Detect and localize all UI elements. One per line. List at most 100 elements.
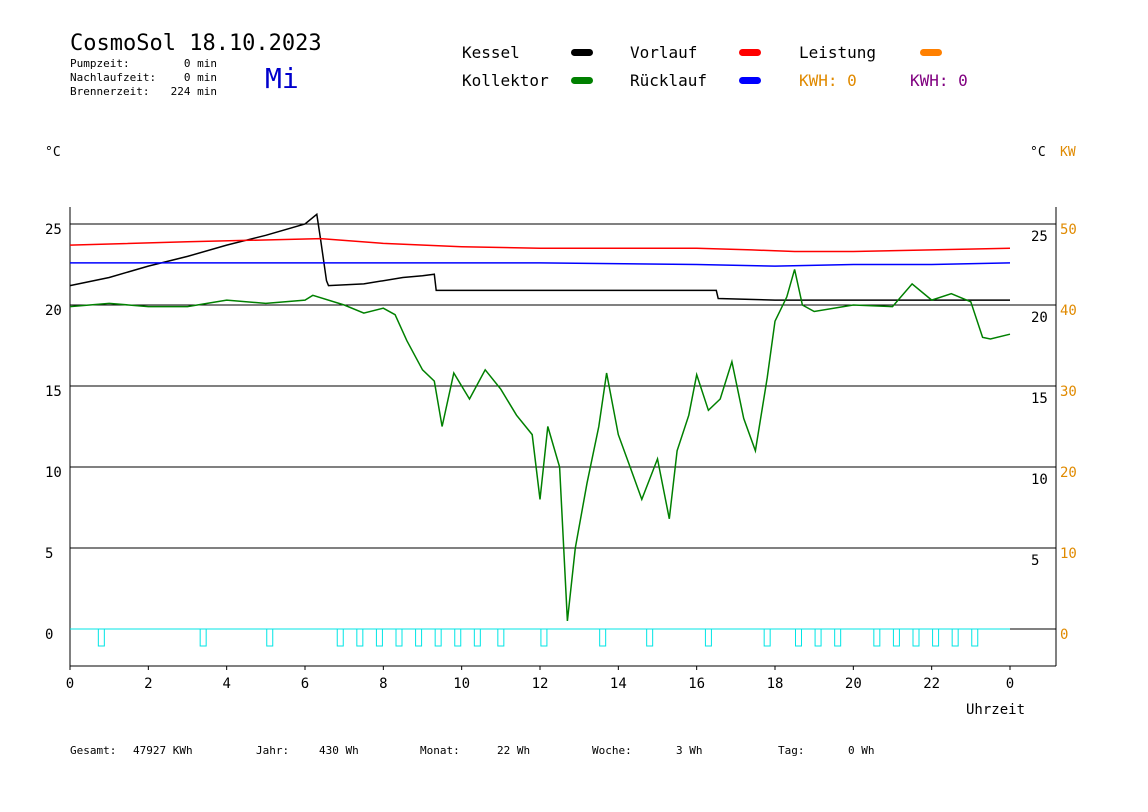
- stat-value: 0 min: [184, 71, 217, 84]
- y-tick-kw: 40: [1060, 303, 1077, 319]
- pump-pulse: [814, 628, 822, 647]
- y-tick-labels: 0 5 10 15 20 25 5 10 15 20 25 0 10 20 30 40 50: [45, 222, 1077, 643]
- pump-pulse: [971, 628, 979, 647]
- right-axis-unit-kw: KW: [1060, 145, 1076, 160]
- pump-pulse: [415, 628, 423, 647]
- footer-label-tag: Tag:: [778, 744, 805, 757]
- legend-label-ruecklauf: Rücklauf: [630, 71, 707, 90]
- stat-value: 224 min: [171, 85, 217, 98]
- x-tick-label: 8: [379, 676, 387, 692]
- chart-title: CosmoSol 18.10.2023: [70, 31, 322, 56]
- y-tick-right: 20: [1031, 310, 1048, 326]
- pump-pulse: [932, 628, 940, 647]
- stat-label: Brennerzeit:: [70, 85, 149, 98]
- footer-value-gesamt: 47927 KWh: [133, 744, 193, 757]
- kwh-leistung: KWH: 0: [799, 71, 857, 90]
- footer-value-monat: 22 Wh: [497, 744, 530, 757]
- y-tick-right: 15: [1031, 391, 1048, 407]
- series-kollektor: [69, 269, 1011, 621]
- pump-pulse: [795, 628, 802, 647]
- pump-pulse: [834, 628, 842, 647]
- y-tick-left: 0: [45, 627, 53, 643]
- pump-pulse: [951, 628, 959, 647]
- y-tick-right: 25: [1031, 229, 1048, 245]
- x-tick-label: 2: [144, 676, 152, 692]
- legend-swatch-kessel: [571, 49, 593, 56]
- legend-swatch-kollektor: [571, 77, 593, 84]
- y-tick-kw: 10: [1060, 546, 1077, 562]
- pump-pulse: [599, 628, 607, 647]
- y-tick-right: 10: [1031, 472, 1048, 488]
- legend-swatch-leistung: [920, 49, 942, 56]
- y-tick-left: 10: [45, 465, 62, 481]
- y-tick-left: 25: [45, 222, 62, 238]
- footer-label-woche: Woche:: [592, 744, 632, 757]
- footer-value-tag: 0 Wh: [848, 744, 875, 757]
- stat-value: 0 min: [184, 57, 217, 70]
- y-tick-kw: 30: [1060, 384, 1077, 400]
- footer-label-jahr: Jahr:: [256, 744, 289, 757]
- pump-pulse: [892, 628, 900, 647]
- pump-pulse: [454, 628, 462, 647]
- x-axis-title: Uhrzeit: [966, 702, 1025, 718]
- pump-pulse: [375, 628, 383, 647]
- pump-pulse: [336, 628, 344, 647]
- gridlines: [70, 223, 1056, 630]
- legend-swatch-ruecklauf: [739, 77, 761, 84]
- pump-pulse: [97, 628, 105, 647]
- kwh-second: KWH: 0: [910, 71, 968, 90]
- legend-label-kessel: Kessel: [462, 43, 520, 62]
- y-tick-kw: 50: [1060, 222, 1077, 238]
- y-tick-left: 15: [45, 384, 62, 400]
- y-tick-left: 20: [45, 303, 62, 319]
- pump-pulse: [540, 628, 548, 647]
- pump-pulse: [873, 628, 881, 647]
- pump-pulse: [912, 628, 920, 647]
- legend-label-kollektor: Kollektor: [462, 71, 549, 90]
- legend-label-vorlauf: Vorlauf: [630, 43, 697, 62]
- stat-label: Nachlaufzeit:: [70, 71, 156, 84]
- pump-pulse: [763, 628, 771, 647]
- legend-label-leistung: Leistung: [799, 43, 876, 62]
- series-kessel: [69, 212, 1010, 301]
- footer-label-gesamt: Gesamt:: [70, 744, 116, 757]
- y-tick-kw: 20: [1060, 465, 1077, 481]
- weekday-label: Mi: [265, 62, 299, 95]
- pump-pulse: [356, 628, 364, 647]
- x-tick-label: 6: [301, 676, 309, 692]
- y-tick-left: 5: [45, 546, 53, 562]
- x-tick-label: 18: [767, 676, 784, 692]
- y-tick-kw: 0: [1060, 627, 1068, 643]
- x-tick-label: 0: [1006, 676, 1014, 692]
- y-tick-right: 5: [1031, 553, 1039, 569]
- series-vorlauf: [69, 237, 1011, 253]
- pump-pulse: [199, 628, 207, 647]
- pump-pulse: [395, 628, 403, 647]
- legend-swatch-vorlauf: [739, 49, 761, 56]
- pump-pulse: [473, 628, 481, 647]
- x-tick-labels: 0 2 4 6 8 10 12 14 16 18 20 22 0: [66, 666, 1014, 692]
- stat-label: Pumpzeit:: [70, 57, 130, 70]
- footer-value-woche: 3 Wh: [676, 744, 703, 757]
- pump-pulse: [704, 628, 712, 647]
- x-tick-label: 10: [453, 676, 470, 692]
- x-tick-label: 0: [66, 676, 74, 692]
- footer-value-jahr: 430 Wh: [319, 744, 359, 757]
- x-tick-label: 4: [222, 676, 230, 692]
- x-tick-label: 14: [610, 676, 627, 692]
- x-tick-label: 22: [923, 676, 940, 692]
- series-lines: [69, 212, 1011, 621]
- pump-pulse: [434, 628, 442, 647]
- footer-label-monat: Monat:: [420, 744, 460, 757]
- pump-pulse: [497, 628, 505, 647]
- left-axis-unit: °C: [45, 145, 61, 160]
- series-rcklauf: [70, 262, 1011, 267]
- pump-pulse: [646, 628, 654, 647]
- pump-pulse: [266, 628, 274, 647]
- x-tick-label: 16: [688, 676, 705, 692]
- x-tick-label: 20: [845, 676, 862, 692]
- x-tick-label: 12: [532, 676, 549, 692]
- right-axis-unit: °C: [1030, 145, 1046, 160]
- pump-pulses: [97, 628, 979, 647]
